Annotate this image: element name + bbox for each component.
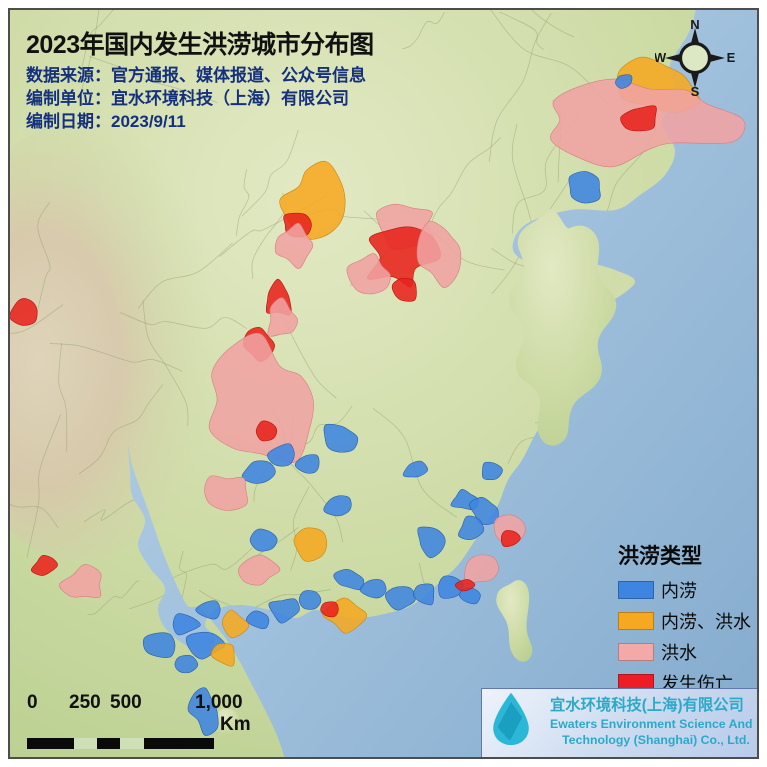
svg-text:N: N bbox=[690, 18, 699, 32]
svg-text:E: E bbox=[727, 50, 735, 65]
svg-text:W: W bbox=[655, 50, 667, 65]
svg-text:S: S bbox=[691, 84, 700, 98]
